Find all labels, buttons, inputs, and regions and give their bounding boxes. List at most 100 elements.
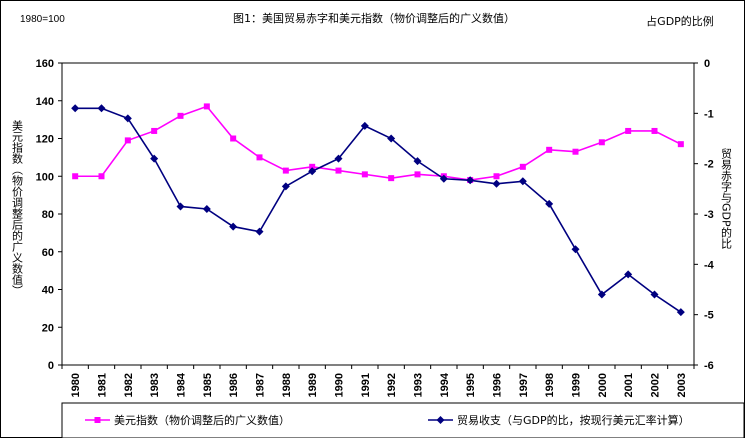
series-point-dollar-index (414, 171, 421, 178)
series-point-dollar-index (493, 173, 500, 180)
x-tick-label: 1981 (97, 373, 109, 397)
legend-marker-dollar-index (94, 417, 101, 423)
series-point-dollar-index (572, 148, 579, 155)
x-tick-label: 2000 (597, 373, 609, 397)
series-point-dollar-index (72, 173, 79, 180)
series-point-trade-balance (308, 167, 317, 176)
right-tick-label: -3 (704, 209, 714, 221)
series-point-trade-balance (439, 174, 448, 183)
series-point-trade-balance (97, 104, 106, 113)
x-tick-label: 1999 (571, 373, 583, 397)
series-point-trade-balance (229, 222, 238, 231)
series-point-trade-balance (150, 154, 159, 163)
left-axis-title: 美元指数（物价调整后的广义数值） (11, 120, 24, 296)
x-tick-label: 1985 (202, 373, 214, 397)
left-tick-label: 60 (42, 247, 54, 259)
x-tick-label: 1988 (281, 373, 293, 397)
series-point-dollar-index (309, 163, 316, 170)
x-axis: 1980 1981 1982 1983 1984 1985 1986 1987 1988 1989… (61, 365, 695, 397)
right-axis-title: 贸易赤字与GDP的比 (720, 148, 733, 249)
series-point-dollar-index (282, 167, 289, 174)
x-tick-label: 2001 (623, 373, 635, 397)
x-tick-label: 1980 (70, 373, 82, 397)
legend-label-trade-balance: 贸易收支（与GDP的比，按现行美元汇率计算） (457, 413, 690, 427)
legend-item-trade-balance: 贸易收支（与GDP的比，按现行美元汇率计算） (428, 413, 690, 427)
series-line-0 (75, 105, 682, 181)
base-note: 1980=100 (20, 14, 65, 25)
series-point-dollar-index (98, 173, 105, 180)
series-point-trade-balance (413, 157, 422, 166)
left-tick-label: 140 (36, 96, 54, 108)
legend-item-dollar-index: 美元指数（物价调整后的广义数值） (85, 413, 290, 427)
left-tick-label: 100 (36, 171, 54, 183)
series-point-trade-balance (597, 290, 606, 299)
series-point-dollar-index (335, 167, 342, 174)
x-tick-label: 1994 (439, 372, 451, 397)
legend-marker-trade-balance (436, 416, 445, 424)
series-point-trade-balance (518, 177, 527, 186)
left-tick-label: 80 (42, 209, 54, 221)
left-tick-label: 0 (48, 360, 54, 372)
series-point-dollar-index (625, 127, 632, 134)
series-point-trade-balance (676, 308, 685, 317)
left-tick-label: 20 (42, 322, 54, 334)
right-tick-label: -6 (704, 360, 714, 372)
x-tick-label: 1986 (228, 373, 240, 397)
series-point-trade-balance (492, 179, 501, 188)
legend-box (61, 402, 745, 438)
right-tick-label: -5 (704, 310, 714, 322)
x-tick-label: 2002 (650, 373, 662, 397)
left-tick-label: 40 (42, 285, 54, 297)
right-tick-label: -4 (704, 259, 715, 271)
x-tick-label: 1983 (149, 373, 161, 397)
x-tick-label: 1989 (307, 373, 319, 397)
series-point-trade-balance (71, 104, 80, 113)
series-layer (71, 103, 685, 317)
right-tick-label: 0 (704, 58, 710, 70)
legend-label-dollar-index: 美元指数（物价调整后的广义数值） (114, 413, 290, 427)
series-point-trade-balance (334, 154, 343, 163)
series-point-dollar-index (151, 127, 158, 134)
series-point-dollar-index (203, 103, 210, 110)
series-point-trade-balance (466, 176, 475, 185)
series-point-dollar-index (677, 141, 684, 148)
right-axis: 0 -1 -2 -3 -4 -5 -6 (694, 58, 715, 372)
series-line-1 (75, 107, 682, 313)
series-point-dollar-index (230, 135, 237, 142)
x-tick-label: 1993 (413, 373, 425, 397)
series-point-trade-balance (545, 199, 554, 208)
series-point-dollar-index (651, 127, 658, 134)
x-tick-label: 1990 (334, 373, 346, 397)
x-tick-label: 1987 (255, 373, 267, 397)
series-point-dollar-index (388, 175, 395, 182)
series-point-dollar-index (546, 146, 553, 153)
series-point-trade-balance (624, 270, 633, 279)
plot-area (61, 62, 695, 366)
x-tick-label: 1984 (176, 372, 188, 397)
x-tick-label: 1982 (123, 373, 135, 397)
series-point-trade-balance (571, 245, 580, 254)
series-point-trade-balance (360, 121, 369, 130)
series-point-trade-balance (123, 114, 132, 123)
x-tick-label: 1992 (386, 373, 398, 397)
left-tick-label: 160 (36, 58, 54, 70)
series-point-trade-balance (176, 202, 185, 211)
series-point-dollar-index (598, 139, 605, 146)
right-tick-label: -1 (704, 108, 714, 120)
series-point-dollar-index (177, 112, 184, 119)
left-tick-label: 120 (36, 134, 54, 146)
series-point-dollar-index (519, 163, 526, 170)
series-point-trade-balance (202, 204, 211, 213)
x-tick-label: 1998 (544, 373, 556, 397)
right-axis-note: 占GDP的比例 (646, 14, 714, 28)
right-tick-label: -2 (704, 159, 714, 171)
chart-title: 图1：美国贸易赤字和美元指数（物价调整后的广义数值） (233, 11, 515, 25)
x-tick-label: 1997 (518, 373, 530, 397)
series-point-dollar-index (124, 137, 131, 144)
x-tick-label: 1995 (465, 373, 477, 397)
left-axis: 0 20 40 60 80 100 120 140 160 (36, 58, 62, 372)
series-point-trade-balance (387, 134, 396, 143)
series-point-trade-balance (281, 182, 290, 191)
